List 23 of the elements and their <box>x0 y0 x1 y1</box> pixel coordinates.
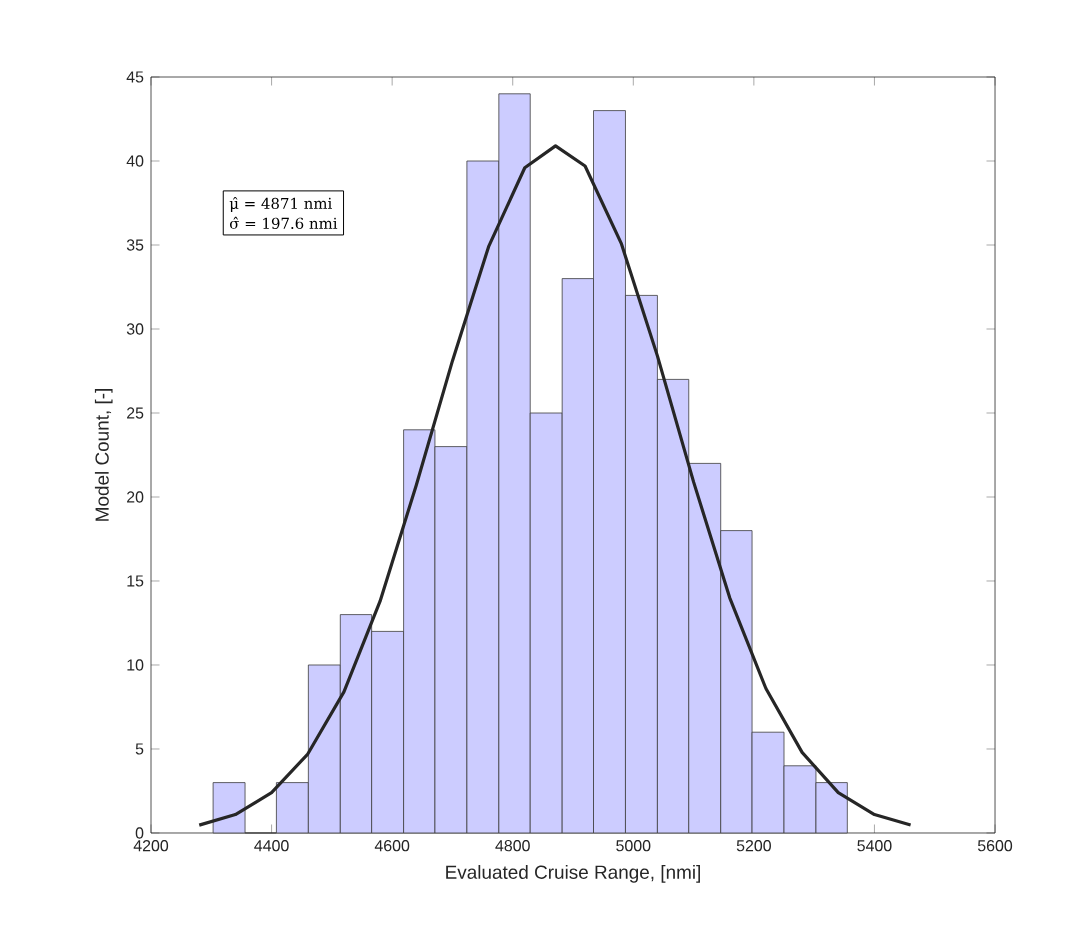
y-axis-title: Model Count, [-] <box>94 389 113 521</box>
annotation: σ̂ = 197.6 nmi <box>229 216 338 229</box>
y-tick-label: 20 <box>127 491 144 503</box>
y-tick-label: 45 <box>126 71 144 83</box>
x-tick-label: 5400 <box>857 840 892 852</box>
y-tick-label: 40 <box>126 155 144 167</box>
x-tick-label: 5000 <box>616 840 651 852</box>
x-tick-label: 4200 <box>133 840 169 852</box>
line-series <box>197 144 913 827</box>
y-tick-label: 35 <box>126 239 144 251</box>
x-tick-label: 5200 <box>736 840 771 852</box>
y-tick-label: 30 <box>126 323 144 335</box>
y-tick-label: 10 <box>127 659 144 671</box>
x-axis-title: Evaluated Cruise Range, [nmi] <box>446 865 700 883</box>
y-tick-label: 5 <box>135 743 144 755</box>
x-tick-label: 4400 <box>254 840 289 852</box>
y-tick-label: 15 <box>127 575 144 587</box>
x-tick-label: 4600 <box>374 840 410 852</box>
y-tick-label: 25 <box>127 407 144 419</box>
x-tick-label: 4800 <box>495 840 530 852</box>
annotation: μ̂ = 4871 nmi <box>229 196 332 212</box>
x-tick-label: 5600 <box>977 840 1013 852</box>
y-tick-label: 0 <box>135 827 144 839</box>
